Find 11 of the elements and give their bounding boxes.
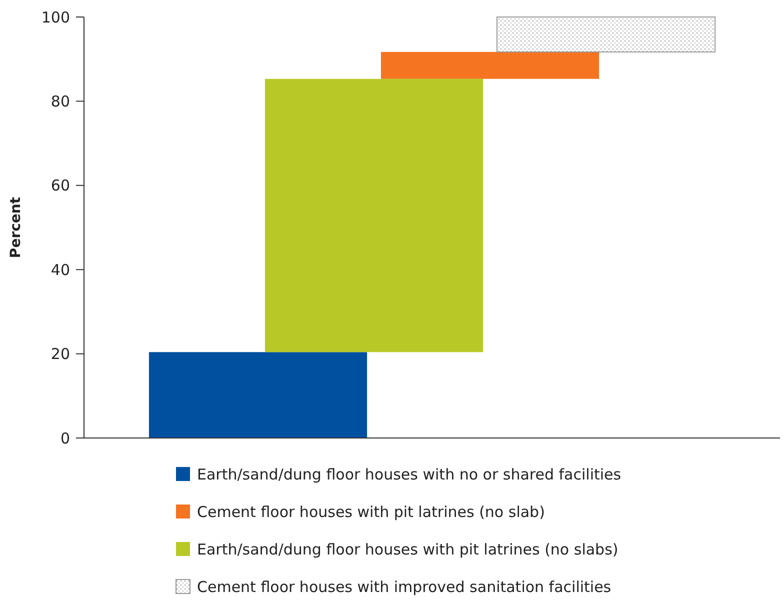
legend-label: Earth/sand/dung floor houses with pit latrines (no slabs) (197, 540, 618, 558)
y-tick-label: 40 (50, 260, 70, 279)
y-axis-title: Percent (8, 196, 24, 258)
legend-label: Cement floor houses with improved sanitation facilities (197, 578, 612, 596)
y-tick-label: 80 (50, 92, 70, 110)
y-tick-label: 60 (50, 176, 70, 195)
y-tick-label: 0 (60, 429, 70, 448)
legend-label: Cement floor houses with pit latrines (no slab) (197, 502, 545, 521)
y-tick-label: 20 (50, 345, 70, 364)
legend-label: Earth/sand/dung floor houses with no or shared facilities (197, 465, 622, 484)
y-tick-label: 100 (41, 8, 70, 26)
